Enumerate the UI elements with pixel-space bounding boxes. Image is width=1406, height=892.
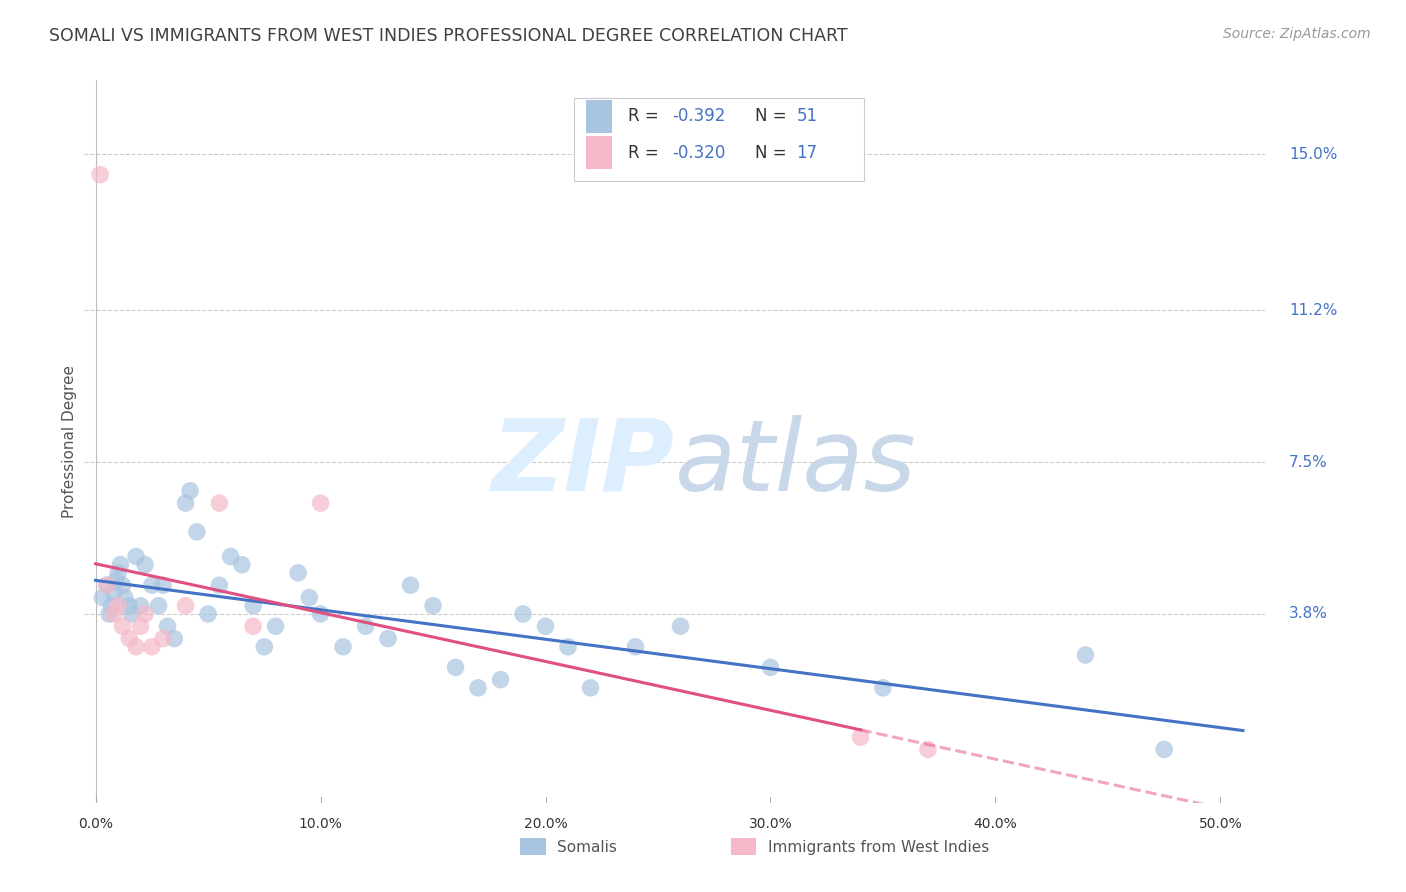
Point [156, 619, 179, 633]
Point [121, 607, 143, 621]
Point [759, 660, 782, 674]
Point [152, 632, 174, 646]
Text: 11.2%: 11.2% [1289, 302, 1337, 318]
Point [129, 619, 152, 633]
Point [107, 566, 129, 580]
Point [253, 640, 276, 654]
Text: Immigrants from West Indies: Immigrants from West Indies [768, 840, 988, 855]
Point [332, 640, 354, 654]
Text: R =: R = [627, 144, 664, 161]
Point [467, 681, 489, 695]
Point [208, 578, 231, 592]
Point [512, 607, 534, 621]
Point [1153, 742, 1175, 756]
Point [98, 607, 121, 621]
Point [309, 607, 332, 621]
Text: 20.0%: 20.0% [523, 817, 568, 831]
Point [152, 578, 174, 592]
Point [242, 619, 264, 633]
Text: 30.0%: 30.0% [748, 817, 793, 831]
Text: 15.0%: 15.0% [1289, 146, 1337, 161]
Point [557, 640, 579, 654]
Text: -0.320: -0.320 [672, 144, 725, 161]
Point [89, 168, 111, 182]
Text: -0.392: -0.392 [672, 107, 725, 126]
Point [219, 549, 242, 564]
Point [111, 578, 134, 592]
Point [534, 619, 557, 633]
Point [917, 742, 939, 756]
Text: 51: 51 [797, 107, 818, 126]
Point [208, 496, 231, 510]
Point [125, 640, 148, 654]
Text: 10.0%: 10.0% [298, 817, 343, 831]
Point [91, 591, 114, 605]
Point [444, 660, 467, 674]
Text: 0.0%: 0.0% [79, 817, 112, 831]
Point [298, 591, 321, 605]
Point [141, 640, 163, 654]
Point [111, 619, 134, 633]
FancyBboxPatch shape [586, 136, 612, 169]
Point [231, 558, 253, 572]
Point [100, 599, 122, 613]
Point [242, 599, 264, 613]
Point [399, 578, 422, 592]
Point [489, 673, 512, 687]
FancyBboxPatch shape [586, 100, 612, 133]
Point [186, 524, 208, 539]
Point [163, 632, 186, 646]
Point [103, 607, 125, 621]
Point [103, 586, 125, 600]
Text: Source: ZipAtlas.com: Source: ZipAtlas.com [1223, 27, 1371, 41]
Point [309, 496, 332, 510]
Point [125, 549, 148, 564]
Point [134, 607, 156, 621]
Point [129, 599, 152, 613]
Point [287, 566, 309, 580]
Y-axis label: Professional Degree: Professional Degree [62, 365, 77, 518]
Point [354, 619, 377, 633]
Text: ZIP: ZIP [492, 415, 675, 512]
Point [179, 483, 201, 498]
Text: Somalis: Somalis [557, 840, 617, 855]
Point [197, 607, 219, 621]
Point [118, 632, 141, 646]
Point [114, 591, 136, 605]
Point [141, 578, 163, 592]
Point [624, 640, 647, 654]
Point [96, 578, 118, 592]
Point [669, 619, 692, 633]
Point [110, 558, 132, 572]
Point [849, 730, 872, 744]
Point [264, 619, 287, 633]
Point [118, 599, 141, 613]
Text: 3.8%: 3.8% [1289, 607, 1327, 622]
Point [872, 681, 894, 695]
Point [579, 681, 602, 695]
Text: N =: N = [755, 107, 792, 126]
Text: R =: R = [627, 107, 664, 126]
Text: atlas: atlas [675, 415, 917, 512]
Point [1074, 648, 1097, 662]
Text: 50.0%: 50.0% [1198, 817, 1243, 831]
Text: N =: N = [755, 144, 792, 161]
Text: 40.0%: 40.0% [973, 817, 1018, 831]
Point [134, 558, 156, 572]
Point [174, 599, 197, 613]
Point [148, 599, 170, 613]
Point [422, 599, 444, 613]
FancyBboxPatch shape [575, 98, 863, 181]
Point [377, 632, 399, 646]
Text: SOMALI VS IMMIGRANTS FROM WEST INDIES PROFESSIONAL DEGREE CORRELATION CHART: SOMALI VS IMMIGRANTS FROM WEST INDIES PR… [49, 27, 848, 45]
Text: 17: 17 [797, 144, 818, 161]
Text: 7.5%: 7.5% [1289, 455, 1327, 469]
Point [104, 574, 127, 588]
Point [96, 578, 118, 592]
Point [107, 599, 129, 613]
Point [174, 496, 197, 510]
